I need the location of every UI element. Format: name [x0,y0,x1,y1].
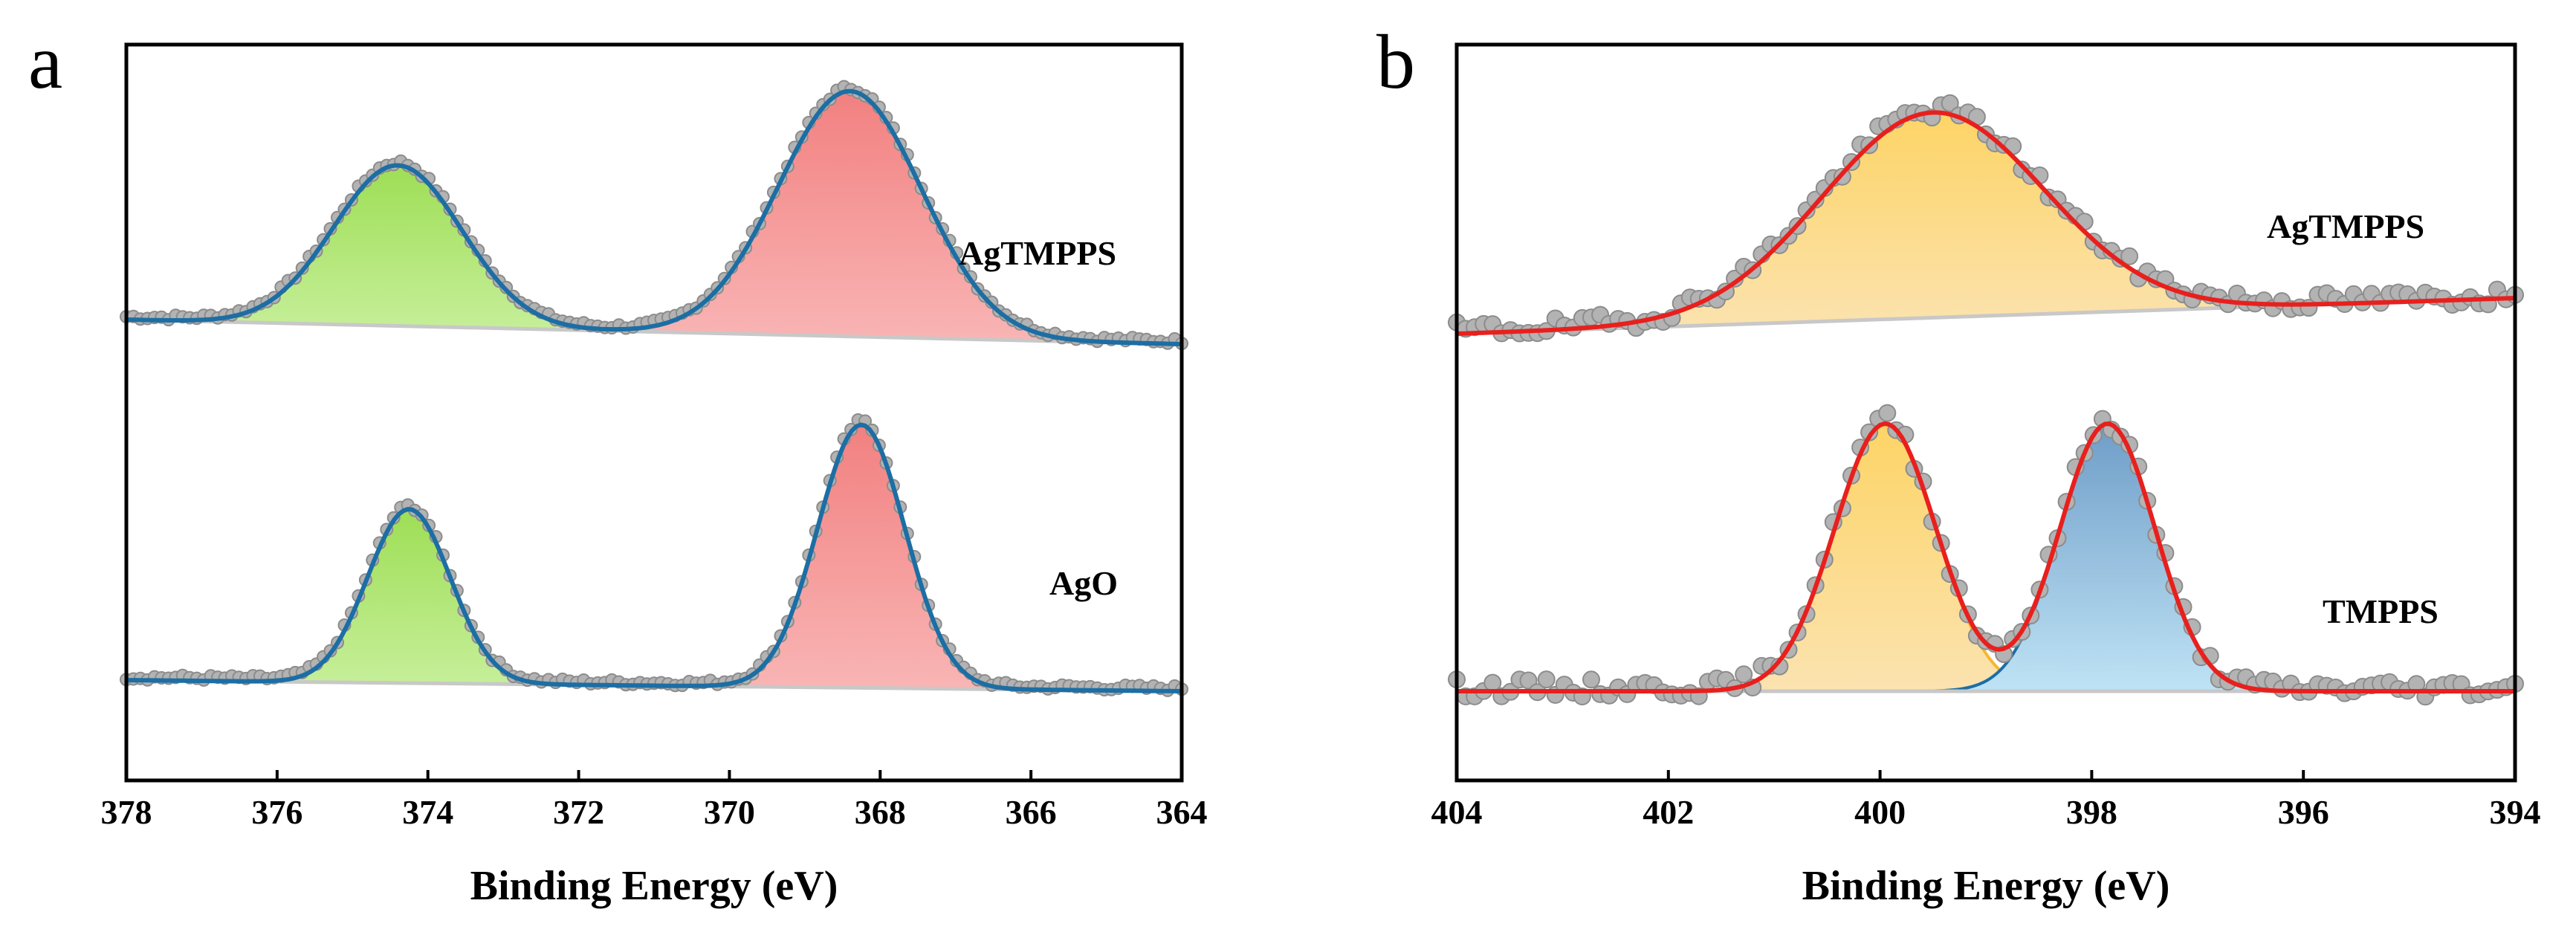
panel-a-raw-points [120,413,1188,697]
panel-b-plot-area [1432,94,2524,706]
panel-a: a 378 376 374 372 370 368 366 364 AgTMPPS AgO B… [28,19,1208,909]
panel-a-fit-envelope [126,88,1182,346]
panel-b: b 404 402 400 398 396 394 AgTMPPS TMPPS Bindi… [1376,19,2541,909]
panel-a-plot-area [109,80,1188,697]
panel-b-x-tick-label: 404 [1431,793,1483,831]
panel-a-series-label-ago: AgO [1049,564,1118,602]
panel-b-x-tick-label: 396 [2278,793,2329,831]
panel-a-x-ticks: 378 376 374 372 370 368 366 364 [101,770,1208,831]
panel-b-component-peak [1893,424,2323,691]
panel-b-fit-envelope [1456,110,2516,336]
panel-b-x-tick-label: 400 [1854,793,1906,831]
panel-b-x-axis-title: Binding Energy (eV) [1802,863,2170,909]
panel-a-x-tick-label: 376 [251,793,302,831]
panel-a-component-peak [528,91,1173,344]
panel-a-fit-envelope [126,422,1182,693]
panel-b-component-peak [1657,424,2114,691]
panel-b-x-tick-label: 394 [2490,793,2541,831]
panel-a-baseline [126,317,1182,346]
panel-b-x-ticks: 404 402 400 398 396 394 [1431,770,2541,831]
panel-b-x-tick-label: 398 [2066,793,2117,831]
panel-b-raw-point [1537,670,1556,689]
panel-a-x-tick-label: 368 [855,793,906,831]
panel-b-spectrum-tmpps [1448,404,2524,706]
panel-a-component-peak [222,509,596,685]
panel-b-raw-point [1582,670,1600,689]
panel-a-x-tick-label: 372 [553,793,604,831]
panel-a-x-tick-label: 366 [1006,793,1057,831]
panel-a-component-peak [109,165,687,333]
panel-b-fit-envelope [1457,421,2515,693]
panel-a-frame [124,42,1184,783]
panel-b-raw-point [1519,671,1538,690]
panel-a-series-label-agtmpps: AgTMPPS [959,234,1116,272]
panel-b-frame [1454,42,2517,783]
panel-a-x-tick-label: 370 [704,793,755,831]
panel-a-letter: a [28,19,62,105]
panel-b-raw-point [1878,404,1897,422]
panel-a-x-tick-label: 364 [1156,793,1208,831]
panel-a-spectrum-ago [120,413,1188,697]
panel-b-raw-point [1735,665,1753,684]
panel-a-x-tick-label: 374 [402,793,453,831]
panel-b-series-label-agtmpps: AgTMPPS [2267,207,2424,245]
panel-b-raw-point [1941,94,1959,112]
panel-b-spectrum-agtmpps [1432,94,2524,343]
panel-b-letter: b [1376,19,1415,105]
panel-a-x-tick-label: 378 [101,793,152,831]
panel-a-component-peak [664,424,1058,690]
panel-b-raw-point [2120,247,2139,265]
panel-a-spectrum-agtmpps [109,80,1188,351]
panel-b-raw-point [1806,190,1825,209]
panel-b-x-tick-label: 402 [1643,793,1694,831]
panel-b-component-peak [1432,112,2433,335]
panel-b-series-label-tmpps: TMPPS [2323,592,2439,630]
panel-a-x-axis-title: Binding Energy (eV) [470,863,838,909]
